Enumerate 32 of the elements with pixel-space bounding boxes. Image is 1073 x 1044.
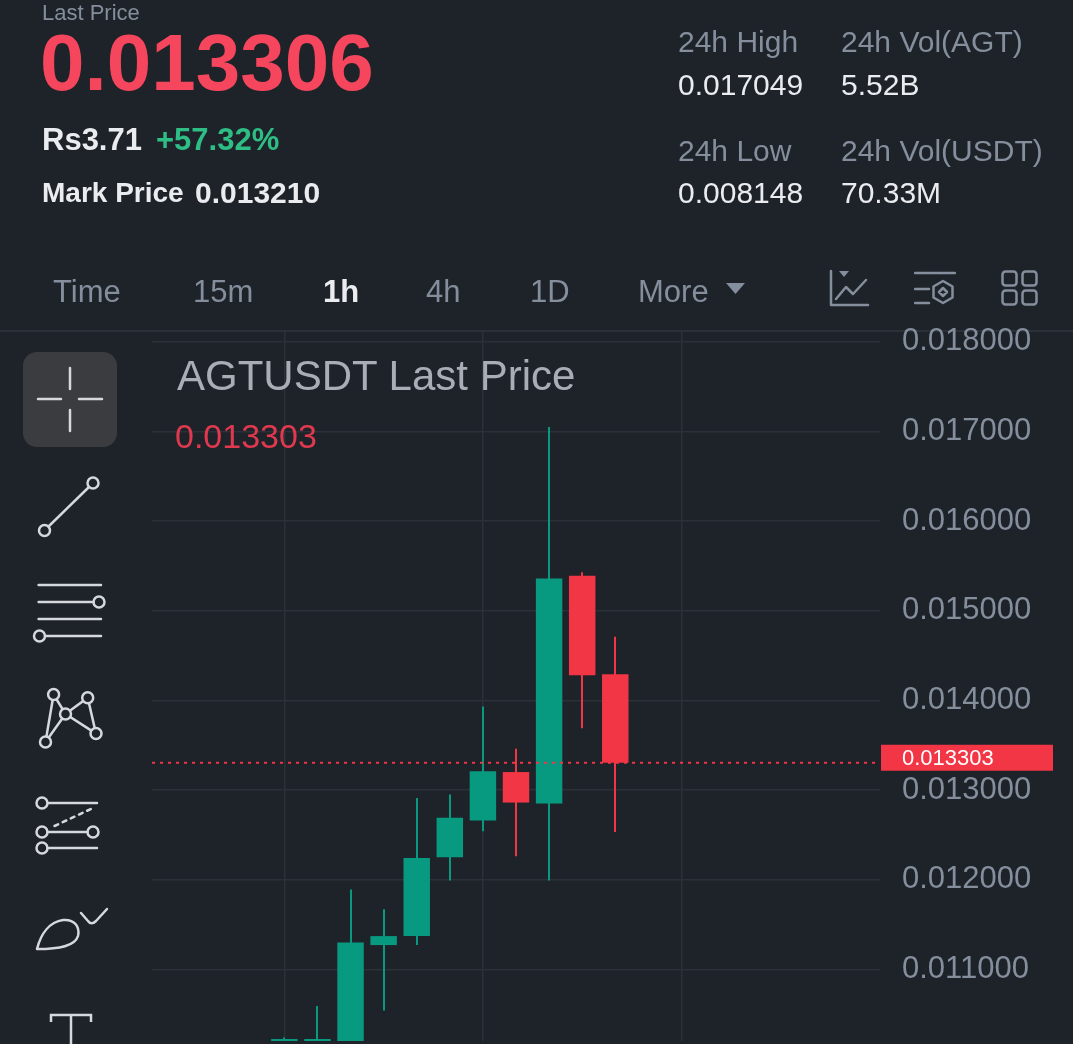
text: 5.52B	[841, 68, 920, 101]
text: +57.32%	[156, 121, 280, 157]
y-tick-label: 0.014000	[902, 680, 1032, 716]
text: Time	[53, 273, 121, 309]
text: More	[638, 273, 709, 309]
text: 24h Vol(USDT)	[841, 134, 1043, 167]
text: Last Price	[42, 0, 140, 25]
candlestick	[304, 1005, 331, 1041]
ref-line-label: 0.013303	[902, 744, 994, 770]
y-tick-label: 0.015000	[902, 591, 1032, 627]
y-tick-label: 0.016000	[902, 501, 1032, 537]
candlestick	[370, 908, 397, 1012]
text: 15m	[193, 273, 254, 309]
annotation: 0.013303	[175, 417, 317, 455]
text: 1h	[323, 273, 360, 309]
text: 70.33M	[841, 176, 942, 209]
text: 4h	[426, 273, 461, 309]
text: 24h High	[678, 25, 799, 58]
text: 0.013210	[195, 176, 321, 209]
text: AGTUSDT Last Price	[177, 352, 576, 399]
y-tick-label: 0.011000	[902, 949, 1029, 985]
text: 24h Low	[678, 134, 792, 167]
text: 24h Vol(AGT)	[841, 25, 1023, 58]
text: 1D	[530, 273, 570, 309]
text: Rs3.71	[42, 121, 142, 157]
y-tick-label: 0.017000	[902, 411, 1032, 447]
text: Mark Price	[42, 177, 184, 208]
text: 0.017049	[678, 68, 804, 101]
y-tick-label: 0.018000	[902, 322, 1032, 358]
y-tick-label: 0.012000	[902, 860, 1032, 896]
y-tick-label: 0.013000	[902, 770, 1032, 806]
text: 0.008148	[678, 176, 804, 209]
